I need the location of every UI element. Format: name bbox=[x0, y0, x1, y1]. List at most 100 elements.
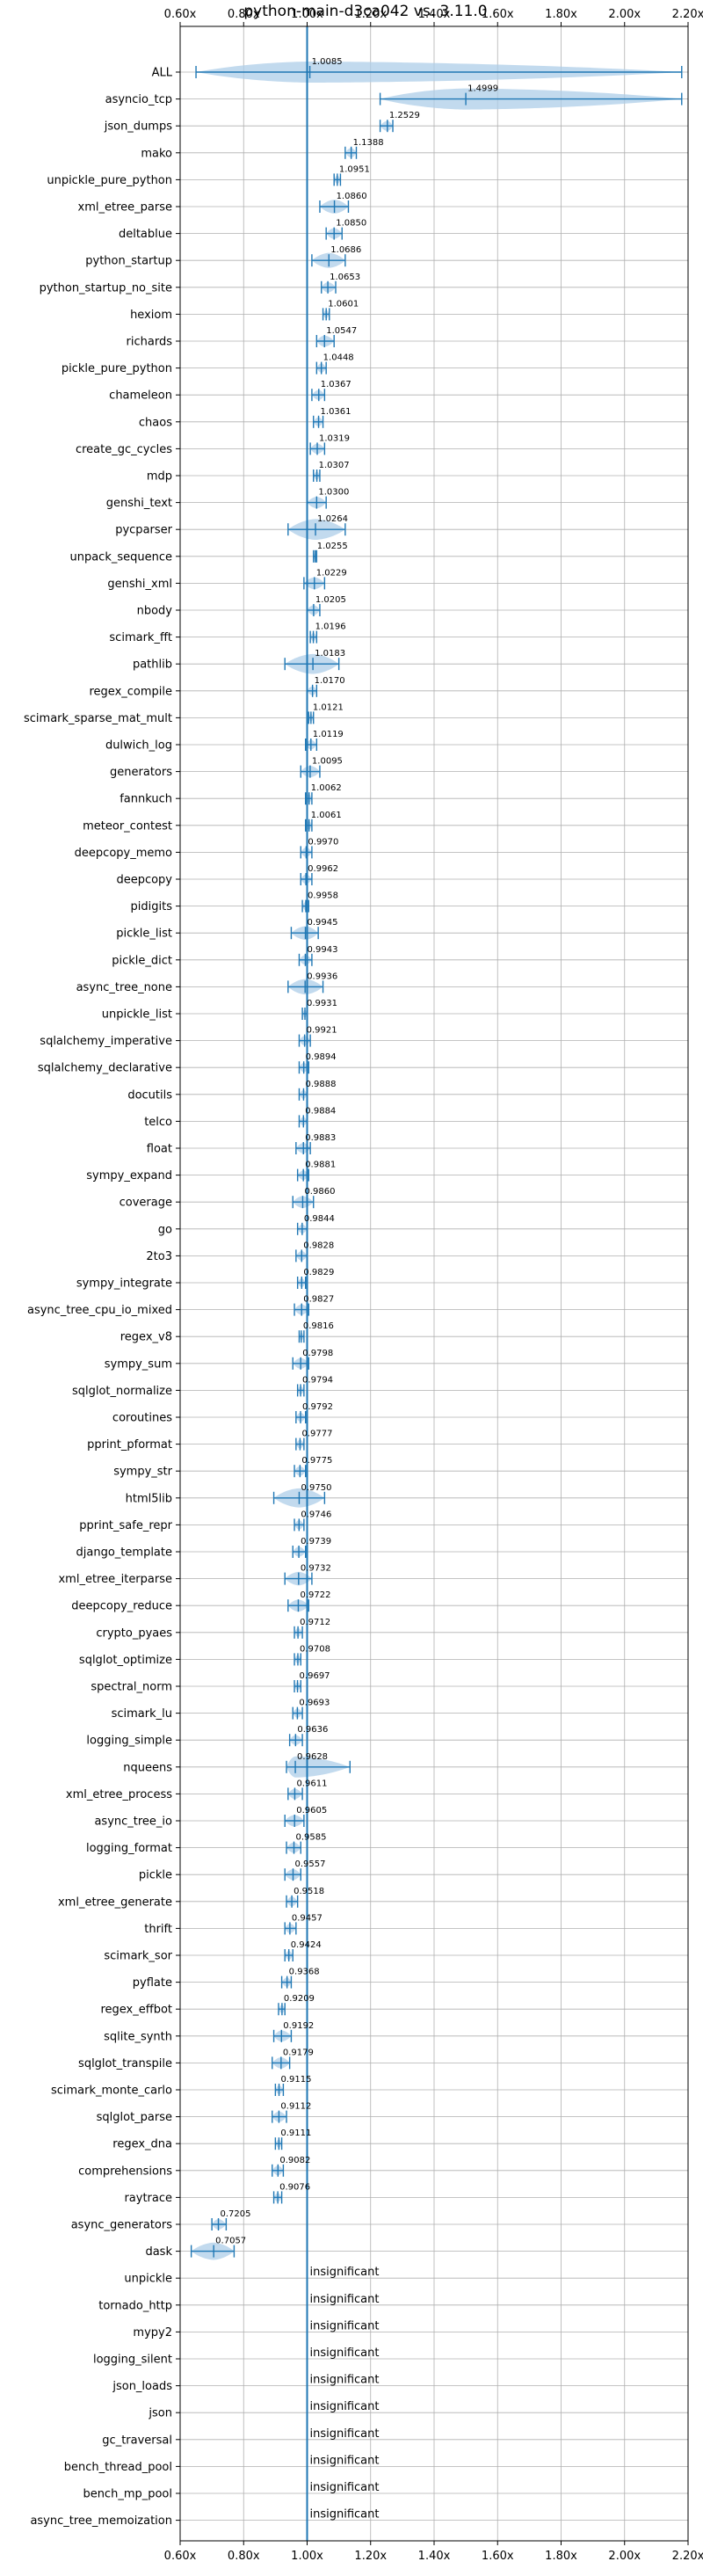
benchmark-label: fannkuch bbox=[120, 793, 172, 806]
x-tick-label-bottom: 1.60x bbox=[482, 2550, 514, 2563]
value-label: 1.0951 bbox=[339, 164, 370, 174]
benchmark-label: float bbox=[147, 1143, 172, 1156]
value-label: 1.0121 bbox=[313, 702, 344, 712]
benchmark-label: coverage bbox=[120, 1197, 172, 1210]
value-label: 0.9739 bbox=[301, 1537, 331, 1546]
x-tick-label-top: 1.40x bbox=[418, 8, 451, 21]
x-tick-label-top: 0.80x bbox=[228, 8, 260, 21]
insignificant-label: insignificant bbox=[310, 2319, 380, 2332]
x-tick-label-bottom: 1.20x bbox=[354, 2550, 387, 2563]
benchmark-label: django_template bbox=[76, 1546, 172, 1560]
value-label: 0.9585 bbox=[296, 1833, 327, 1843]
axis-layer: 0.60x 0.60x 0.80x 0.80x 1.00x 1.00x 1.20x 1.20x… bbox=[24, 8, 703, 2563]
benchmark-label: pprint_pformat bbox=[87, 1438, 172, 1452]
benchmark-label: 2to3 bbox=[146, 1250, 172, 1263]
benchmark-label: async_tree_none bbox=[76, 981, 172, 994]
insignificant-label: insignificant bbox=[310, 2347, 380, 2360]
value-label: 1.0653 bbox=[330, 273, 360, 282]
value-label: 0.9844 bbox=[304, 1214, 335, 1224]
value-label: 0.9921 bbox=[307, 1026, 337, 1036]
benchmark-label: async_tree_cpu_io_mixed bbox=[27, 1304, 172, 1317]
benchmark-label: nbody bbox=[137, 605, 173, 618]
benchmark-label: regex_compile bbox=[89, 685, 172, 698]
value-label: 0.9115 bbox=[281, 2075, 312, 2085]
value-label: 0.9636 bbox=[297, 1725, 328, 1735]
value-label: 0.9605 bbox=[296, 1806, 327, 1816]
benchmark-label: meteor_contest bbox=[83, 819, 172, 833]
benchmark-label: xml_etree_generate bbox=[58, 1896, 172, 1909]
value-label: 0.9881 bbox=[305, 1161, 336, 1170]
value-label: 0.9945 bbox=[308, 918, 338, 928]
value-label: 1.0601 bbox=[328, 299, 359, 309]
benchmark-label: logging_simple bbox=[86, 1735, 172, 1748]
benchmark-label: logging_format bbox=[86, 1842, 172, 1855]
value-label: 0.9722 bbox=[300, 1590, 330, 1600]
benchmark-label: nqueens bbox=[123, 1761, 172, 1774]
value-label: 1.0062 bbox=[311, 783, 342, 793]
benchmark-label: unpickle bbox=[124, 2273, 172, 2286]
benchmark-label: raytrace bbox=[124, 2192, 172, 2205]
value-label: 0.7057 bbox=[215, 2237, 246, 2246]
benchmark-label: bench_mp_pool bbox=[83, 2488, 172, 2501]
value-label: 0.9518 bbox=[294, 1887, 324, 1896]
x-tick-label-bottom: 1.00x bbox=[291, 2550, 323, 2563]
benchmark-label: chameleon bbox=[109, 389, 172, 403]
value-label: 1.0183 bbox=[315, 649, 345, 659]
benchmark-label: bench_thread_pool bbox=[64, 2461, 172, 2474]
benchmark-label: xml_etree_parse bbox=[78, 201, 172, 215]
benchmark-label: generators bbox=[110, 766, 172, 779]
insignificant-label: insignificant bbox=[310, 2508, 380, 2521]
x-tick-label-top: 0.60x bbox=[164, 8, 197, 21]
benchmark-label: sqlglot_transpile bbox=[78, 2057, 172, 2070]
benchmark-label: hexiom bbox=[130, 309, 172, 322]
value-label: 1.0850 bbox=[336, 219, 366, 229]
benchmark-label: deltablue bbox=[119, 228, 172, 241]
benchmark-label: sqlalchemy_declarative bbox=[38, 1062, 172, 1075]
violin-layer bbox=[190, 62, 683, 2260]
benchmark-label: pickle bbox=[139, 1869, 172, 1882]
value-label: 0.9112 bbox=[280, 2102, 311, 2112]
benchmark-label: dask bbox=[145, 2245, 172, 2259]
benchmark-label: gc_traversal bbox=[102, 2434, 172, 2447]
x-tick-label-top: 1.80x bbox=[545, 8, 577, 21]
value-label: 0.9888 bbox=[305, 1080, 336, 1089]
x-tick-label-bottom: 2.20x bbox=[672, 2550, 703, 2563]
value-label: 0.9894 bbox=[306, 1052, 337, 1062]
benchmark-label: python_startup bbox=[85, 255, 172, 268]
benchmark-label: create_gc_cycles bbox=[76, 443, 172, 456]
benchmark-label: asyncio_tcp bbox=[105, 93, 172, 106]
x-tick-label-bottom: 2.00x bbox=[608, 2550, 641, 2563]
benchmark-label: unpack_sequence bbox=[69, 550, 172, 564]
benchmark-label: async_tree_io bbox=[94, 1816, 172, 1829]
insignificant-label: insignificant bbox=[310, 2266, 380, 2279]
value-label: 0.9829 bbox=[303, 1268, 334, 1277]
value-label: 0.9798 bbox=[302, 1349, 333, 1358]
benchmark-label: regex_effbot bbox=[100, 2004, 172, 2017]
benchmark-label: async_generators bbox=[71, 2219, 173, 2232]
benchmark-label: crypto_pyaes bbox=[96, 1626, 172, 1640]
benchmark-label: sqlglot_normalize bbox=[72, 1385, 172, 1398]
value-label: 0.9368 bbox=[289, 1968, 320, 1977]
value-label: 0.9746 bbox=[301, 1510, 331, 1519]
value-label: 1.0085 bbox=[312, 57, 343, 67]
value-label: 0.9794 bbox=[302, 1375, 333, 1385]
value-label: 1.0686 bbox=[330, 245, 361, 255]
benchmark-label: scimark_lu bbox=[112, 1707, 172, 1721]
value-label: 0.9697 bbox=[300, 1671, 330, 1681]
x-tick-label-bottom: 1.80x bbox=[545, 2550, 577, 2563]
insignificant-label: insignificant bbox=[310, 2400, 380, 2413]
benchmark-label: dulwich_log bbox=[105, 739, 172, 753]
benchmark-label: pickle_dict bbox=[112, 954, 172, 967]
value-label: 1.0547 bbox=[326, 326, 357, 336]
value-label: 0.9693 bbox=[299, 1699, 330, 1708]
value-label: 1.0255 bbox=[317, 542, 348, 551]
x-tick-label-top: 1.00x bbox=[291, 8, 323, 21]
value-label: 1.1388 bbox=[353, 138, 384, 148]
value-label: 0.9628 bbox=[297, 1752, 328, 1762]
benchmark-label: logging_silent bbox=[93, 2354, 172, 2367]
benchmark-label: spectral_norm bbox=[91, 1681, 172, 1694]
value-label: 1.0319 bbox=[319, 433, 350, 443]
value-label: 0.7205 bbox=[221, 2209, 251, 2219]
value-label: 0.9179 bbox=[283, 2048, 314, 2057]
